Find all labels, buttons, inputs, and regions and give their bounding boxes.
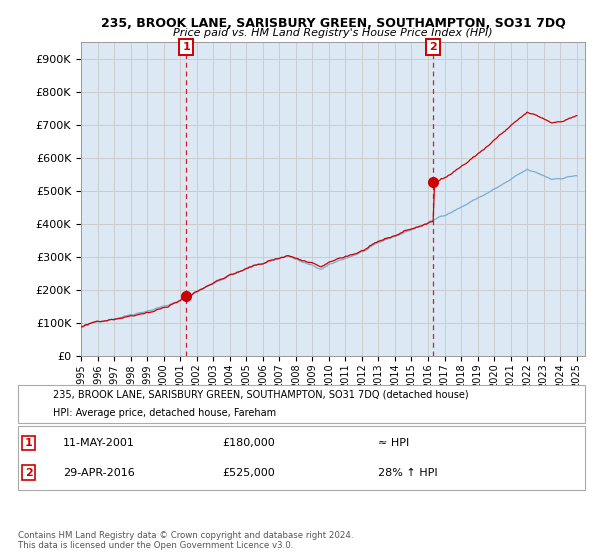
Text: 29-APR-2016: 29-APR-2016 [63, 468, 135, 478]
Text: Price paid vs. HM Land Registry's House Price Index (HPI): Price paid vs. HM Land Registry's House … [173, 28, 493, 38]
Text: Contains HM Land Registry data © Crown copyright and database right 2024.
This d: Contains HM Land Registry data © Crown c… [18, 530, 353, 550]
Text: ≈ HPI: ≈ HPI [378, 438, 409, 448]
Text: 11-MAY-2001: 11-MAY-2001 [63, 438, 135, 448]
Text: 235, BROOK LANE, SARISBURY GREEN, SOUTHAMPTON, SO31 7DQ: 235, BROOK LANE, SARISBURY GREEN, SOUTHA… [101, 17, 565, 30]
Text: 235, BROOK LANE, SARISBURY GREEN, SOUTHAMPTON, SO31 7DQ (detached house): 235, BROOK LANE, SARISBURY GREEN, SOUTHA… [53, 390, 469, 400]
Text: 1: 1 [182, 42, 190, 52]
Text: HPI: Average price, detached house, Fareham: HPI: Average price, detached house, Fare… [53, 408, 276, 418]
Text: 28% ↑ HPI: 28% ↑ HPI [378, 468, 437, 478]
Text: £525,000: £525,000 [222, 468, 275, 478]
Text: 2: 2 [25, 468, 32, 478]
Text: 1: 1 [25, 438, 32, 448]
Text: 2: 2 [430, 42, 437, 52]
Text: £180,000: £180,000 [222, 438, 275, 448]
